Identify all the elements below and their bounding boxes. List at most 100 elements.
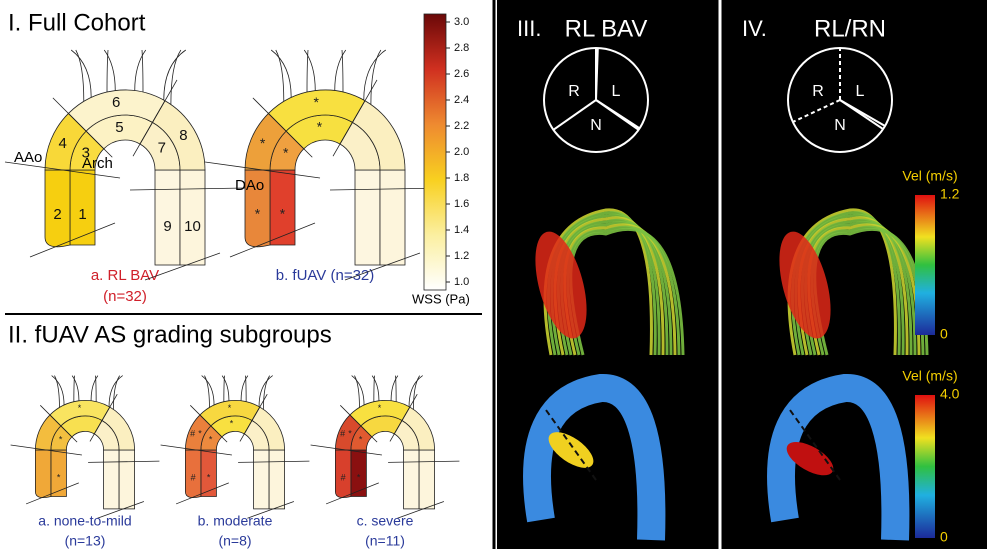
tick-label: 1.4 [454, 224, 469, 236]
colorbar-min: 0 [940, 326, 948, 342]
tick-label: 1.8 [454, 172, 469, 184]
segment [269, 450, 285, 509]
branch [335, 50, 346, 91]
subgroup-label: c. severe [357, 513, 414, 529]
tick-label: 1.2 [454, 250, 469, 262]
panel-label: a. RL BAV [91, 267, 159, 284]
segment-label: 8 [179, 127, 187, 144]
branch [276, 50, 284, 101]
tick-label: 2.6 [454, 68, 469, 80]
subgroup-n: (n=13) [65, 533, 106, 549]
branch [271, 50, 291, 97]
leaflet-label: N [590, 117, 602, 134]
segment [119, 450, 135, 509]
subgroup-label: a. none-to-mild [38, 513, 131, 529]
tick-label: 2.2 [454, 120, 469, 132]
tick-label: 1.0 [454, 276, 469, 288]
segment-label: 6 [112, 94, 120, 111]
colorbar-max: 4.0 [940, 386, 960, 402]
subgroup-n: (n=11) [365, 533, 405, 549]
region-label: AAo [14, 149, 42, 166]
marker: * [317, 119, 323, 135]
branch [224, 376, 225, 402]
marker: * [283, 144, 289, 160]
branch [71, 50, 91, 97]
branch [91, 376, 98, 401]
leaflet-label: L [612, 83, 621, 100]
subgroup-n: (n=8) [218, 533, 251, 549]
tick-label: 3.0 [454, 16, 469, 28]
subgroup-label: b. moderate [198, 513, 273, 529]
marker: * [348, 428, 352, 438]
branch [135, 50, 146, 91]
segment-label: 4 [58, 135, 66, 152]
marker: * [359, 434, 363, 444]
segment [355, 170, 380, 265]
marker: # [340, 428, 345, 438]
branch [259, 376, 273, 407]
branch [222, 376, 229, 401]
segment-label: 5 [115, 119, 123, 136]
colorbar-title: Vel (m/s) [902, 168, 957, 184]
segment [254, 450, 270, 509]
branch [72, 376, 79, 401]
branch [371, 50, 381, 104]
section-title: II. fUAV AS grading subgroups [8, 321, 332, 348]
branch [409, 376, 423, 407]
segment-label: 7 [158, 140, 166, 157]
marker: # [191, 472, 196, 482]
leaflet-label: L [856, 83, 865, 100]
panel-label: b. fUAV (n=32) [276, 267, 375, 284]
marker: # [190, 428, 195, 438]
marker: * [57, 472, 61, 482]
marker: * [260, 135, 266, 151]
marker: * [209, 434, 213, 444]
branch [241, 376, 248, 401]
colorbar [915, 195, 935, 335]
branch [74, 376, 75, 402]
panel-title: RL BAV [565, 15, 648, 42]
branch [374, 376, 375, 402]
marker: # [341, 472, 346, 482]
branch [76, 50, 84, 101]
region-label: Arch [82, 155, 113, 172]
colorbar-title: WSS (Pa) [412, 291, 470, 306]
marker: * [198, 428, 202, 438]
branch [372, 376, 379, 401]
segment-label: 1 [78, 206, 86, 223]
region-label: DAo [235, 177, 264, 194]
tick-label: 2.8 [454, 42, 469, 54]
marker: * [230, 418, 234, 428]
branch [164, 50, 186, 100]
colorbar-max: 1.2 [940, 186, 960, 202]
branch [304, 50, 315, 91]
marker: * [228, 403, 232, 413]
marker: * [59, 434, 63, 444]
segment-label: 10 [184, 218, 201, 235]
branch [52, 376, 64, 405]
tick-label: 1.6 [454, 198, 469, 210]
panel-n: (n=32) [103, 288, 147, 305]
segment [419, 450, 435, 509]
marker: * [357, 472, 361, 482]
tick-label: 2.4 [454, 94, 469, 106]
branch [107, 50, 108, 92]
segment [404, 450, 420, 509]
branch [171, 50, 181, 104]
branch [352, 376, 364, 405]
segment-label: 2 [53, 206, 61, 223]
segment [35, 450, 51, 498]
colorbar [915, 395, 935, 538]
branch [109, 376, 123, 407]
segment [380, 170, 405, 265]
tick-label: 2.0 [454, 146, 469, 158]
branch [202, 376, 214, 405]
branch [391, 376, 398, 401]
section-title: I. Full Cohort [8, 9, 146, 36]
marker: * [313, 94, 319, 110]
marker: * [255, 206, 261, 222]
marker: * [280, 206, 286, 222]
branch [307, 50, 308, 92]
colorbar [424, 14, 446, 290]
segment-label: 9 [163, 218, 171, 235]
